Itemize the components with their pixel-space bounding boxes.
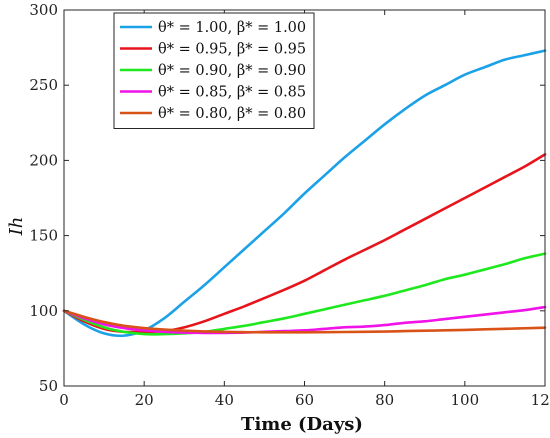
x-tick-label: 0 xyxy=(59,391,69,409)
x-tick-label: 20 xyxy=(135,391,154,409)
series-line-5 xyxy=(62,309,547,334)
series-line-2 xyxy=(62,153,547,334)
x-axis-label: Time (Days) xyxy=(241,414,363,435)
legend-label: θ* = 0.85, β* = 0.85 xyxy=(158,85,306,101)
series-line-3 xyxy=(62,252,547,336)
y-tick-label: 150 xyxy=(29,227,58,245)
y-tick-label: 200 xyxy=(29,151,58,169)
y-axis-label: Ih xyxy=(6,217,27,237)
x-tick-label: 80 xyxy=(375,391,394,409)
x-tick-label: 100 xyxy=(451,391,480,409)
legend-label: θ* = 1.00, β* = 1.00 xyxy=(158,20,306,36)
series-line-4 xyxy=(62,305,547,335)
x-tick-label: 60 xyxy=(295,391,314,409)
legend-label: θ* = 0.80, β* = 0.80 xyxy=(158,106,306,122)
y-tick-label: 50 xyxy=(39,377,58,395)
y-tick-label: 250 xyxy=(29,76,58,94)
legend-label: θ* = 0.90, β* = 0.90 xyxy=(158,63,306,79)
y-tick-label: 300 xyxy=(29,1,58,19)
legend: θ* = 1.00, β* = 1.00 θ* = 0.95, β* = 0.95… xyxy=(113,12,315,129)
x-tick-label: 120 xyxy=(531,391,550,409)
legend-label: θ* = 0.95, β* = 0.95 xyxy=(158,42,306,58)
y-tick-label: 100 xyxy=(29,302,58,320)
series-lines xyxy=(62,49,547,338)
tick-marks: 0 20 40 60 80 100 120 50 100 150 200 250 300 xyxy=(29,1,550,409)
x-tick-label: 40 xyxy=(215,391,234,409)
